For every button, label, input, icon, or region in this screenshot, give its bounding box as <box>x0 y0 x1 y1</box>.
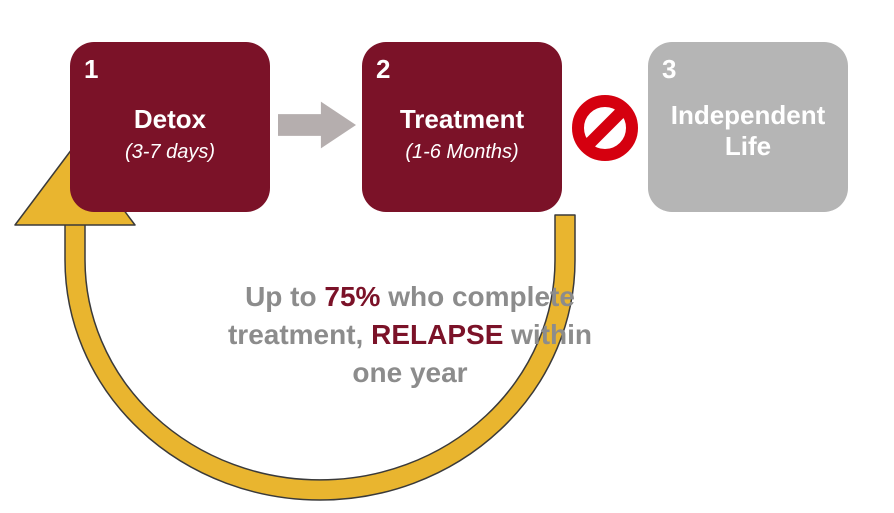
stage-3-independent-life: 3 Independent Life <box>648 42 848 212</box>
stage-title: Detox <box>70 104 270 135</box>
stage-number: 2 <box>376 54 548 85</box>
prohibit-icon <box>570 93 640 163</box>
stage-title: Independent Life <box>648 100 848 162</box>
stage-2-treatment: 2 Treatment (1-6 Months) <box>362 42 562 212</box>
arrow-right-icon <box>278 97 356 153</box>
stage-subtitle: (3-7 days) <box>70 141 270 164</box>
stage-subtitle: (1-6 Months) <box>362 141 562 164</box>
stage-title: Treatment <box>362 104 562 135</box>
stage-number: 1 <box>84 54 256 85</box>
stage-number: 3 <box>662 54 834 85</box>
relapse-caption: Up to 75% who complete treatment, RELAPS… <box>210 278 610 391</box>
stage-1-detox: 1 Detox (3-7 days) <box>70 42 270 212</box>
